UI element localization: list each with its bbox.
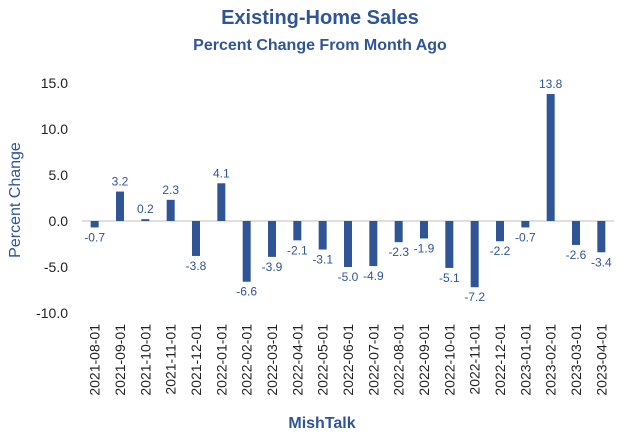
data-label: -3.1 xyxy=(312,253,333,267)
bar xyxy=(141,219,150,221)
bar xyxy=(445,221,454,268)
x-tick-label: 2021-11-01 xyxy=(163,324,179,395)
bar xyxy=(546,94,555,221)
y-tick-label: 0.0 xyxy=(49,213,69,229)
bar xyxy=(597,221,606,253)
data-label: 0.2 xyxy=(137,202,154,216)
data-label: -2.3 xyxy=(388,245,409,259)
x-tick-label: 2022-09-01 xyxy=(416,324,432,396)
y-tick-label: 10.0 xyxy=(41,121,68,137)
x-tick-label: 2021-09-01 xyxy=(112,324,128,396)
data-label: -6.6 xyxy=(236,285,257,299)
data-label: -2.6 xyxy=(566,248,587,262)
bar xyxy=(90,221,99,228)
x-tick-label: 2022-03-01 xyxy=(264,324,280,396)
x-tick-label: 2022-10-01 xyxy=(441,324,457,396)
bar xyxy=(470,221,479,288)
x-tick-label: 2022-12-01 xyxy=(492,324,508,396)
x-tick-label: 2023-04-01 xyxy=(593,324,609,396)
x-tick-label: 2022-11-01 xyxy=(467,324,483,395)
bar xyxy=(268,221,276,257)
plot-area: 15.0 10.0 5.0 0.0 -5.0 -10.0 -0.7 2021-08-01 3.2… xyxy=(36,75,614,396)
chart-title: Existing-Home Sales xyxy=(221,7,419,29)
x-tick-label: 2022-02-01 xyxy=(239,324,255,396)
chart-subtitle: Percent Change From Month Ago xyxy=(193,37,447,54)
x-tick-label: 2022-08-01 xyxy=(391,324,407,396)
data-label: -3.4 xyxy=(591,255,612,269)
bar xyxy=(572,221,580,245)
x-tick-label: 2021-10-01 xyxy=(137,324,153,396)
x-tick-label: 2022-07-01 xyxy=(365,324,381,396)
bar xyxy=(217,183,226,221)
x-tick-label: 2023-02-01 xyxy=(543,324,559,396)
x-tick-label: 2021-12-01 xyxy=(188,324,204,396)
bar xyxy=(496,221,504,242)
bar xyxy=(369,221,378,267)
data-label: -3.9 xyxy=(262,260,283,274)
x-tick-label: 2022-05-01 xyxy=(315,324,331,396)
bar xyxy=(166,199,175,221)
bar xyxy=(318,221,327,250)
y-tick-label: 15.0 xyxy=(41,75,68,91)
bar xyxy=(344,221,352,267)
data-label: -2.1 xyxy=(287,243,308,257)
x-tick-label: 2022-01-01 xyxy=(213,324,229,396)
data-label: -0.7 xyxy=(515,230,536,244)
x-axis-label: MishTalk xyxy=(288,415,355,432)
bar xyxy=(242,221,251,282)
data-label: -2.2 xyxy=(490,244,511,258)
bar xyxy=(394,221,403,243)
data-label: 3.2 xyxy=(112,175,129,189)
y-tick-label: 5.0 xyxy=(49,167,69,183)
x-tick-label: 2022-04-01 xyxy=(289,324,305,396)
y-axis-label: Percent Change xyxy=(7,142,24,258)
data-label: -3.8 xyxy=(186,259,207,273)
x-tick-label: 2023-03-01 xyxy=(568,324,584,396)
data-label: 2.3 xyxy=(162,183,179,197)
data-label: -0.7 xyxy=(84,230,105,244)
bar xyxy=(116,191,124,221)
data-label: -1.9 xyxy=(414,241,435,255)
data-label: -5.0 xyxy=(338,270,359,284)
data-label: -7.2 xyxy=(464,290,485,304)
y-tick-label: -5.0 xyxy=(44,259,68,275)
data-label: -4.9 xyxy=(363,269,384,283)
data-label: 4.1 xyxy=(213,166,230,180)
x-tick-label: 2022-06-01 xyxy=(340,324,356,396)
y-tick-label: -10.0 xyxy=(36,305,68,321)
bar xyxy=(192,221,200,256)
data-label: -5.1 xyxy=(439,271,460,285)
x-tick-label: 2021-08-01 xyxy=(87,324,103,396)
x-tick-label: 2023-01-01 xyxy=(517,324,533,396)
bar xyxy=(420,221,428,239)
bar xyxy=(521,221,530,228)
data-label: 13.8 xyxy=(539,77,563,91)
bar xyxy=(293,221,302,241)
